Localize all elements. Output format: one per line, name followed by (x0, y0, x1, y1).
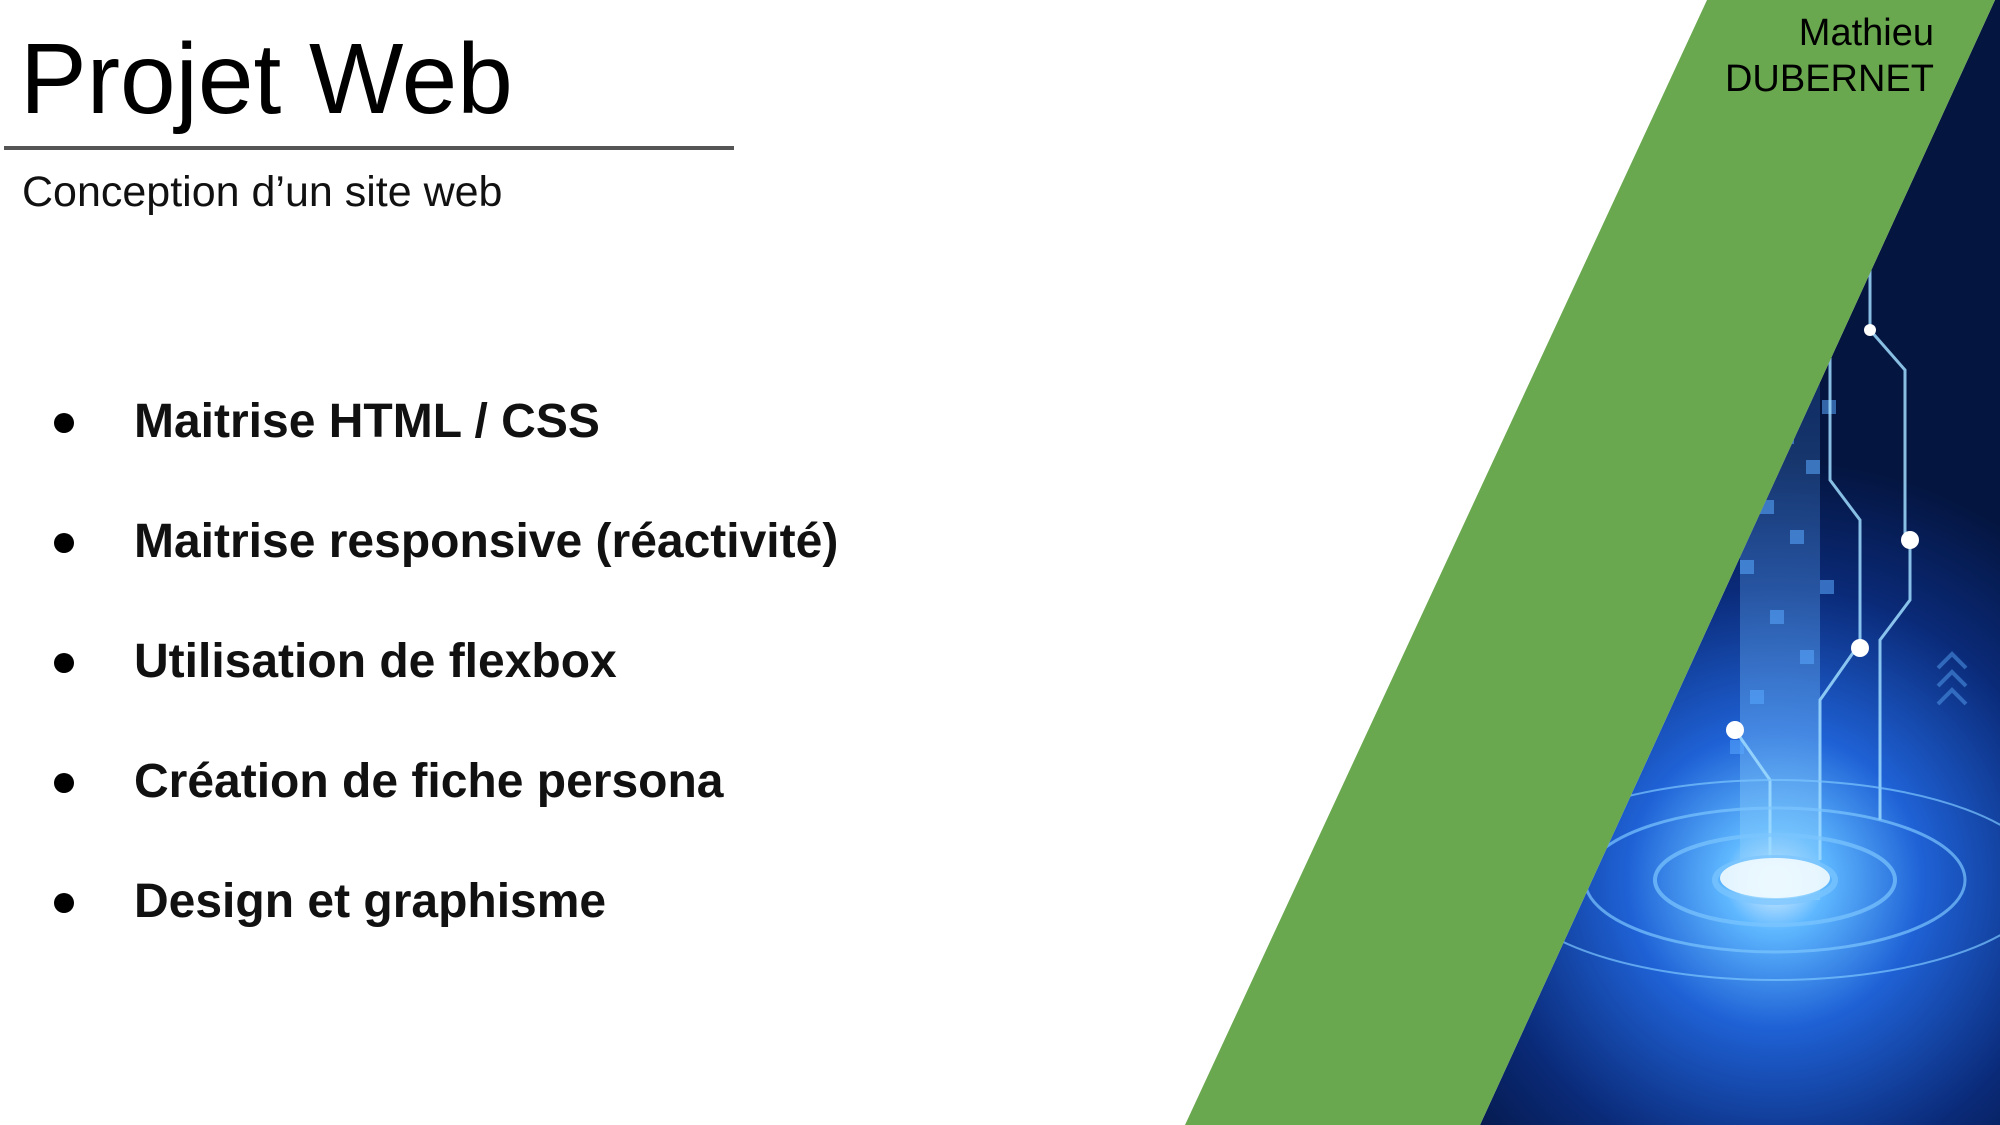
bullet-item: Maitrise HTML / CSS (0, 362, 838, 482)
bullet-text: Utilisation de flexbox (134, 635, 617, 688)
author-name: Mathieu DUBERNET (1725, 10, 1934, 102)
bullet-dot-icon (54, 533, 74, 553)
bullet-item: Design et graphisme (0, 842, 838, 962)
bullet-dot-icon (54, 773, 74, 793)
bullet-text: Maitrise responsive (réactivité) (134, 515, 839, 568)
bullet-list: Maitrise HTML / CSS Maitrise responsive … (0, 362, 838, 962)
bullet-dot-icon (54, 893, 74, 913)
page-subtitle: Conception d’un site web (22, 168, 503, 216)
bullet-item: Maitrise responsive (réactivité) (0, 482, 838, 602)
title-divider (4, 146, 734, 150)
bullet-dot-icon (54, 413, 74, 433)
bullet-item: Création de fiche persona (0, 722, 838, 842)
bullet-dot-icon (54, 653, 74, 673)
bullet-text: Design et graphisme (134, 875, 607, 928)
bullet-text: Création de fiche persona (134, 755, 724, 808)
bullet-item: Utilisation de flexbox (0, 602, 838, 722)
page-title: Projet Web (20, 23, 513, 135)
green-diagonal-band (1185, 0, 1995, 1125)
author-first-name: Mathieu (1798, 12, 1934, 54)
bullet-text: Maitrise HTML / CSS (134, 395, 600, 448)
author-last-name: DUBERNET (1724, 58, 1934, 100)
